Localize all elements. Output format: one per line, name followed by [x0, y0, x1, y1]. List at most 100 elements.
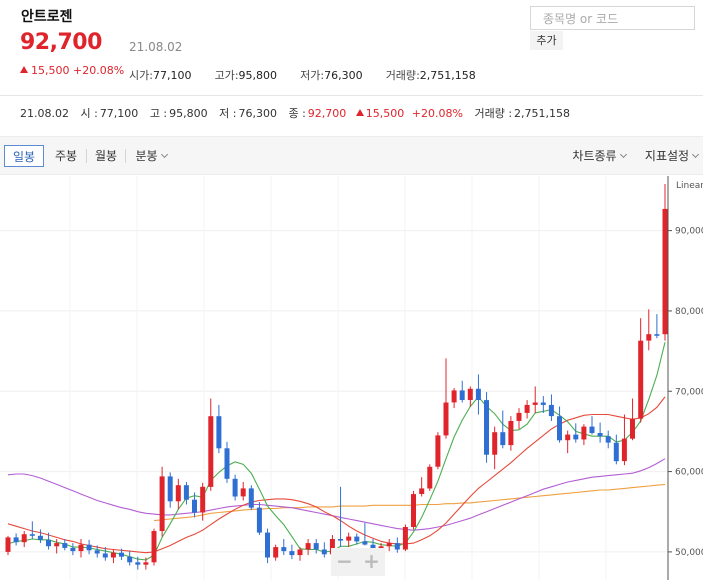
candle-body — [46, 539, 51, 547]
ma120-line — [153, 483, 666, 522]
candle-body — [167, 476, 173, 502]
candle-body — [613, 442, 619, 462]
summary-low-label: 저 : — [219, 107, 237, 120]
summary-date: 21.08.02 — [20, 107, 69, 120]
zoom-in-button[interactable]: + — [363, 549, 380, 573]
candle-body — [94, 550, 100, 554]
candle-body — [329, 539, 335, 555]
candle-body — [338, 539, 343, 541]
candle-body — [475, 388, 481, 400]
chevron-down-icon — [692, 150, 700, 159]
candle-body — [589, 426, 595, 433]
candle-body — [419, 488, 425, 494]
candle-body — [492, 432, 498, 455]
indicator-settings-menu[interactable]: 지표설정 — [640, 145, 703, 167]
ma20-line — [7, 396, 666, 554]
candle-body — [581, 426, 587, 440]
candle-body — [13, 537, 19, 543]
candle-body — [605, 436, 611, 443]
candle-body — [175, 485, 181, 502]
candle-body — [119, 552, 124, 557]
candle-body — [265, 532, 270, 558]
summary-change: 15,500 — [365, 107, 405, 120]
add-button[interactable]: 추가 — [530, 31, 563, 50]
chart-toolbar: 일봉 주봉 월봉 분봉 차트종류 지표설정 — [0, 136, 703, 175]
candle-body — [467, 388, 473, 400]
price-change: 15,500 +20.08% — [20, 64, 124, 77]
candle-body — [524, 404, 530, 413]
y-tick-label: 60,000 — [675, 468, 703, 478]
candle-body — [516, 412, 522, 421]
candle-body — [427, 466, 433, 489]
candle-body — [78, 544, 84, 552]
candle-body — [183, 485, 189, 500]
candle-body — [313, 543, 319, 550]
candle-body — [232, 478, 238, 497]
summary-close: 92,700 — [307, 107, 347, 120]
candle-body — [216, 416, 222, 449]
low-label: 저가 — [300, 69, 321, 82]
candle-body — [565, 434, 571, 441]
divider — [0, 95, 703, 96]
scale-label: Linear — [676, 181, 703, 191]
change-percent: +20.08% — [73, 64, 125, 77]
tab-weekly[interactable]: 주봉 — [54, 149, 78, 163]
tab-daily[interactable]: 일봉 — [4, 145, 44, 167]
stock-search-box[interactable] — [530, 6, 695, 30]
candle-body — [110, 552, 116, 558]
chart-type-menu[interactable]: 차트종류 — [566, 145, 632, 167]
candle-body — [248, 488, 254, 508]
search-input[interactable] — [541, 8, 695, 30]
candle-body — [500, 432, 506, 446]
candle-body — [102, 553, 108, 558]
candle-body — [208, 416, 214, 487]
tab-monthly[interactable]: 월봉 — [94, 149, 118, 163]
candlestick-chart[interactable]: Linear 50,000 60,000 70,000 80,000 90,000 — [0, 176, 703, 582]
volume-label: 거래량 — [385, 69, 417, 82]
candle-body — [597, 433, 603, 437]
candle-body — [443, 402, 449, 436]
candle-body — [402, 527, 408, 550]
summary-volume: 2,751,158 — [514, 107, 571, 120]
candle-body — [451, 390, 457, 403]
summary-close-label: 종 : — [288, 107, 306, 120]
candle-body — [411, 494, 416, 527]
candle-body — [29, 534, 35, 536]
stock-name: 안트로젠 — [21, 9, 73, 25]
candle-body — [484, 400, 489, 455]
candle-body — [273, 547, 279, 558]
candle-body — [281, 547, 287, 552]
zoom-out-button[interactable]: − — [336, 549, 353, 573]
candle-body — [224, 448, 230, 479]
candle-body — [159, 476, 165, 531]
candle-body — [54, 543, 60, 547]
tab-separator — [125, 149, 126, 163]
candle-body — [394, 543, 400, 550]
candle-body — [37, 535, 43, 540]
candle-body — [192, 499, 197, 513]
ma5-line — [7, 342, 666, 561]
candle-body — [321, 549, 327, 555]
candle-body — [135, 562, 141, 565]
tab-minute-label: 분봉 — [135, 149, 158, 163]
candle-body — [532, 402, 538, 405]
candle-body — [354, 536, 360, 542]
candle-body — [200, 486, 206, 513]
candle-body — [557, 416, 562, 441]
candle-body — [386, 543, 392, 547]
up-triangle-icon — [20, 66, 28, 73]
volume-value: 2,751,158 — [419, 69, 476, 82]
chevron-down-icon — [619, 150, 627, 159]
summary-high-label: 고 : — [149, 107, 168, 120]
candle-body — [662, 208, 668, 335]
candle-body — [5, 537, 11, 552]
chart-type-label: 차트종류 — [572, 149, 617, 163]
candle-body — [630, 418, 635, 439]
summary-open: 77,100 — [99, 107, 139, 120]
candle-body — [21, 534, 27, 543]
tab-minute[interactable]: 분봉 — [127, 145, 175, 167]
candle-body — [370, 544, 376, 551]
candle-body — [435, 435, 441, 467]
candle-body — [86, 544, 92, 551]
summary-high: 95,800 — [169, 107, 208, 120]
